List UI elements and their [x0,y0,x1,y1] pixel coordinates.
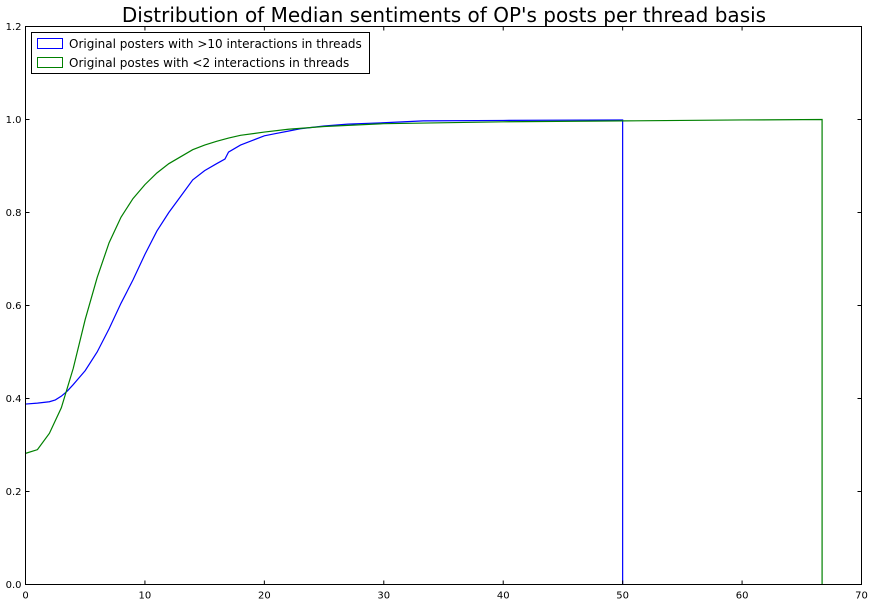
x-tick-label: 60 [736,591,749,602]
x-tick-label: 10 [139,591,152,602]
series-line-blue [25,119,624,585]
series-layer [25,118,823,585]
y-tick-label: 0.4 [6,394,22,405]
x-tick-label: 30 [377,591,390,602]
legend-box [31,32,370,74]
y-tick-label: 0.6 [6,301,22,312]
y-tick-label: 0.2 [6,487,22,498]
x-tick-label: 70 [855,591,868,602]
y-tick-label: 0.0 [6,580,22,591]
x-tick-label: 40 [497,591,510,602]
legend-swatch-blue [37,38,63,49]
ticks-layer: 0 10 20 30 40 50 60 70 0.0 0.2 0.4 0.6 0.8 1.0 1.2 [6,22,868,602]
legend-label-green: Original postes with <2 interactions in … [69,56,349,70]
plot-frame [25,26,862,585]
chart-title: Distribution of Median sentiments of OP'… [122,3,766,27]
legend-label-blue: Original posters with >10 interactions i… [69,37,362,51]
x-tick-label: 20 [258,591,271,602]
x-tick-label: 50 [616,591,629,602]
legend: Original posters with >10 interactions i… [31,32,370,74]
legend-swatch-green [37,57,63,68]
y-tick-label: 0.8 [6,208,22,219]
series-line-green [25,118,823,585]
y-tick-label: 1.2 [6,22,22,33]
x-tick-label: 0 [22,591,28,602]
y-tick-label: 1.0 [6,115,22,126]
